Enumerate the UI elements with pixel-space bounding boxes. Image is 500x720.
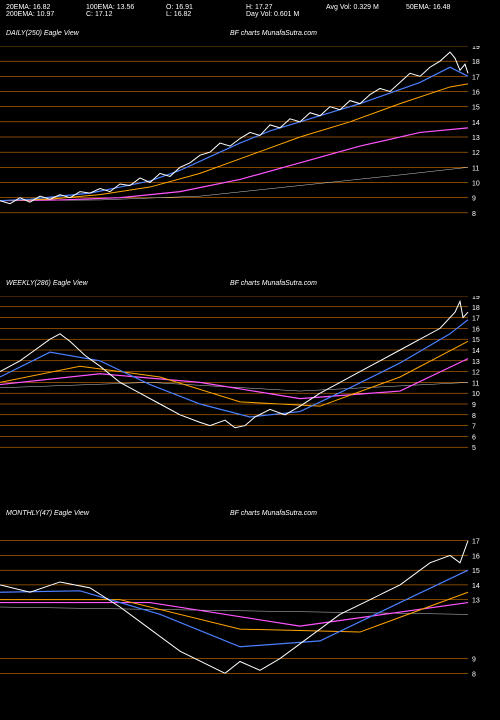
svg-text:12: 12 [472, 150, 480, 157]
svg-text:19: 19 [472, 46, 480, 51]
high-stat: H: 17.27 [246, 4, 326, 11]
ema20-stat: 20EMA: 16.82 [6, 4, 86, 11]
svg-text:17: 17 [472, 74, 480, 81]
svg-text:8: 8 [472, 413, 476, 420]
watermark-1: BF charts MunafaSutra.com [230, 280, 317, 287]
svg-text:16: 16 [472, 90, 480, 97]
ema100-stat: 100EMA: 13.56 [86, 4, 166, 11]
ema50-stat: 50EMA: 16.48 [406, 4, 486, 11]
panel-title-2: MONTHLY(47) Eagle View [6, 510, 89, 517]
svg-text:17: 17 [472, 539, 480, 546]
svg-text:5: 5 [472, 445, 476, 452]
svg-text:14: 14 [472, 348, 480, 355]
svg-text:8: 8 [472, 211, 476, 218]
watermark-2: BF charts MunafaSutra.com [230, 510, 317, 517]
svg-text:11: 11 [472, 380, 479, 387]
svg-text:14: 14 [472, 583, 480, 590]
ema200-stat: 200EMA: 10.97 [6, 11, 86, 18]
svg-text:6: 6 [472, 434, 476, 441]
svg-text:10: 10 [472, 181, 480, 188]
chart-panel-2: 8 9 13 14 15 16 17 [0, 526, 500, 688]
close-stat: C: 17.12 [86, 11, 166, 18]
svg-text:9: 9 [472, 196, 476, 203]
svg-text:13: 13 [472, 135, 480, 142]
svg-text:13: 13 [472, 359, 480, 366]
series-price-2 [0, 541, 468, 674]
svg-text:14: 14 [472, 120, 480, 127]
chart-panel-1: 5 6 7 8 9 10 11 12 13 14 15 16 17 18 19 [0, 296, 500, 458]
low-stat: L: 16.82 [166, 11, 246, 18]
series-ema100-0 [0, 128, 468, 201]
watermark-0: BF charts MunafaSutra.com [230, 30, 317, 37]
svg-text:19: 19 [472, 296, 480, 301]
panel-title-0: DAILY(250) Eagle View [6, 30, 79, 37]
svg-text:17: 17 [472, 316, 480, 323]
series-ema100-2 [0, 603, 468, 627]
series-ema20-2 [0, 570, 468, 647]
series-ema50-0 [0, 84, 468, 201]
svg-text:11: 11 [472, 165, 479, 172]
series-ema200-2 [0, 607, 468, 614]
svg-text:8: 8 [472, 671, 476, 678]
open-stat: O: 16.91 [166, 4, 246, 11]
svg-text:7: 7 [472, 424, 476, 431]
panel-title-1: WEEKLY(286) Eagle View [6, 280, 88, 287]
svg-text:15: 15 [472, 568, 480, 575]
svg-text:16: 16 [472, 326, 480, 333]
header-stats: 20EMA: 16.82 100EMA: 13.56 O: 16.91 H: 1… [0, 0, 500, 20]
svg-text:15: 15 [472, 337, 480, 344]
svg-text:18: 18 [472, 305, 480, 312]
svg-text:16: 16 [472, 553, 480, 560]
svg-text:15: 15 [472, 105, 480, 112]
svg-text:12: 12 [472, 370, 480, 377]
svg-text:18: 18 [472, 59, 480, 66]
chart-panel-0: 8 9 10 11 12 13 14 15 16 17 18 19 [0, 46, 500, 228]
svg-text:9: 9 [472, 402, 476, 409]
avgvol-stat: Avg Vol: 0.329 M [326, 4, 406, 11]
svg-text:10: 10 [472, 391, 480, 398]
dayvol-stat: Day Vol: 0.601 M [246, 11, 326, 18]
svg-text:13: 13 [472, 598, 480, 605]
series-ema200-1 [0, 382, 468, 391]
svg-text:9: 9 [472, 657, 476, 664]
